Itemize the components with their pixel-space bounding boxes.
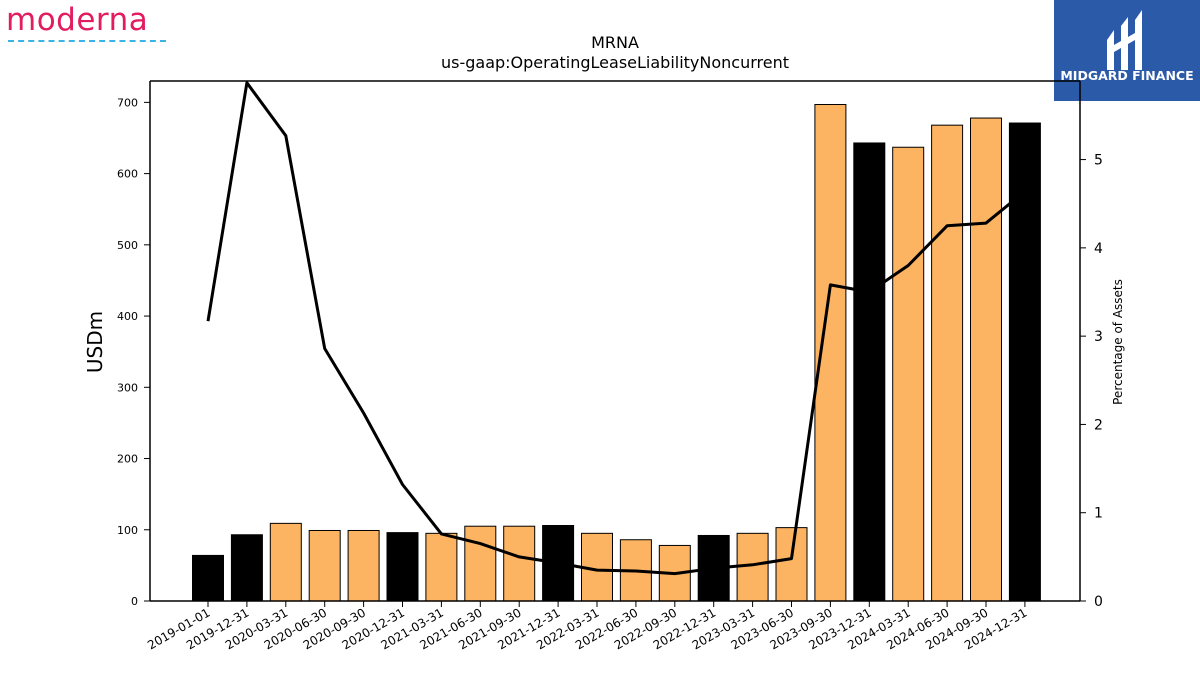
midgard-logo-text: MIDGARD FINANCE [1060, 68, 1194, 83]
y-tick-label: 100 [117, 524, 138, 537]
bar-2024-12-31 [1008, 122, 1041, 602]
y2-tick-label: 4 [1094, 241, 1103, 257]
moderna-logo-text: moderna [6, 2, 149, 38]
y2-tick-label: 2 [1094, 417, 1103, 433]
bar-2024-06-30 [931, 124, 964, 602]
y2-axis-label: Percentage of Assets [1111, 279, 1125, 405]
axes [144, 80, 1086, 607]
bar-2023-06-30 [775, 527, 808, 602]
bar-2020-06-30 [308, 529, 341, 602]
y-tick-label: 700 [117, 96, 138, 109]
chart-title: MRNA [591, 33, 639, 52]
y-tick-label: 0 [131, 595, 138, 608]
y-axis-label: USDm [83, 311, 107, 373]
y-tick-label: 300 [117, 381, 138, 394]
y2-tick-label: 0 [1094, 594, 1103, 610]
bar-2019-12-31 [230, 534, 263, 602]
y2-tick-label: 3 [1094, 329, 1103, 345]
bar-2024-03-31 [892, 146, 925, 602]
bar-2023-12-31 [853, 142, 886, 602]
y2-tick-label: 1 [1094, 506, 1103, 522]
line-series [206, 81, 1026, 576]
bar-2020-09-30 [347, 529, 380, 602]
bar-2019-01-01 [192, 554, 224, 602]
bar-2021-03-31 [425, 532, 458, 602]
y-tick-label: 500 [117, 239, 138, 252]
bar-2020-12-31 [386, 532, 419, 602]
moderna-logo: moderna [6, 2, 171, 46]
bar-series [192, 104, 1041, 602]
bar-2020-03-31 [269, 522, 302, 602]
y2-tick-label: 5 [1094, 153, 1103, 169]
percentage-line [206, 81, 1026, 576]
midgard-finance-logo: MIDGARD FINANCE [1054, 0, 1200, 101]
midgard-logo-icon [1107, 10, 1142, 70]
bar-2021-06-30 [464, 525, 497, 602]
chart-subtitle: us-gaap:OperatingLeaseLiabilityNoncurren… [441, 53, 789, 72]
y-tick-label: 600 [117, 168, 138, 181]
y-tick-label: 400 [117, 310, 138, 323]
moderna-logo-underline [8, 40, 166, 42]
bar-2021-09-30 [503, 525, 536, 602]
bar-2024-09-30 [970, 117, 1002, 602]
y-tick-label: 200 [117, 453, 138, 466]
